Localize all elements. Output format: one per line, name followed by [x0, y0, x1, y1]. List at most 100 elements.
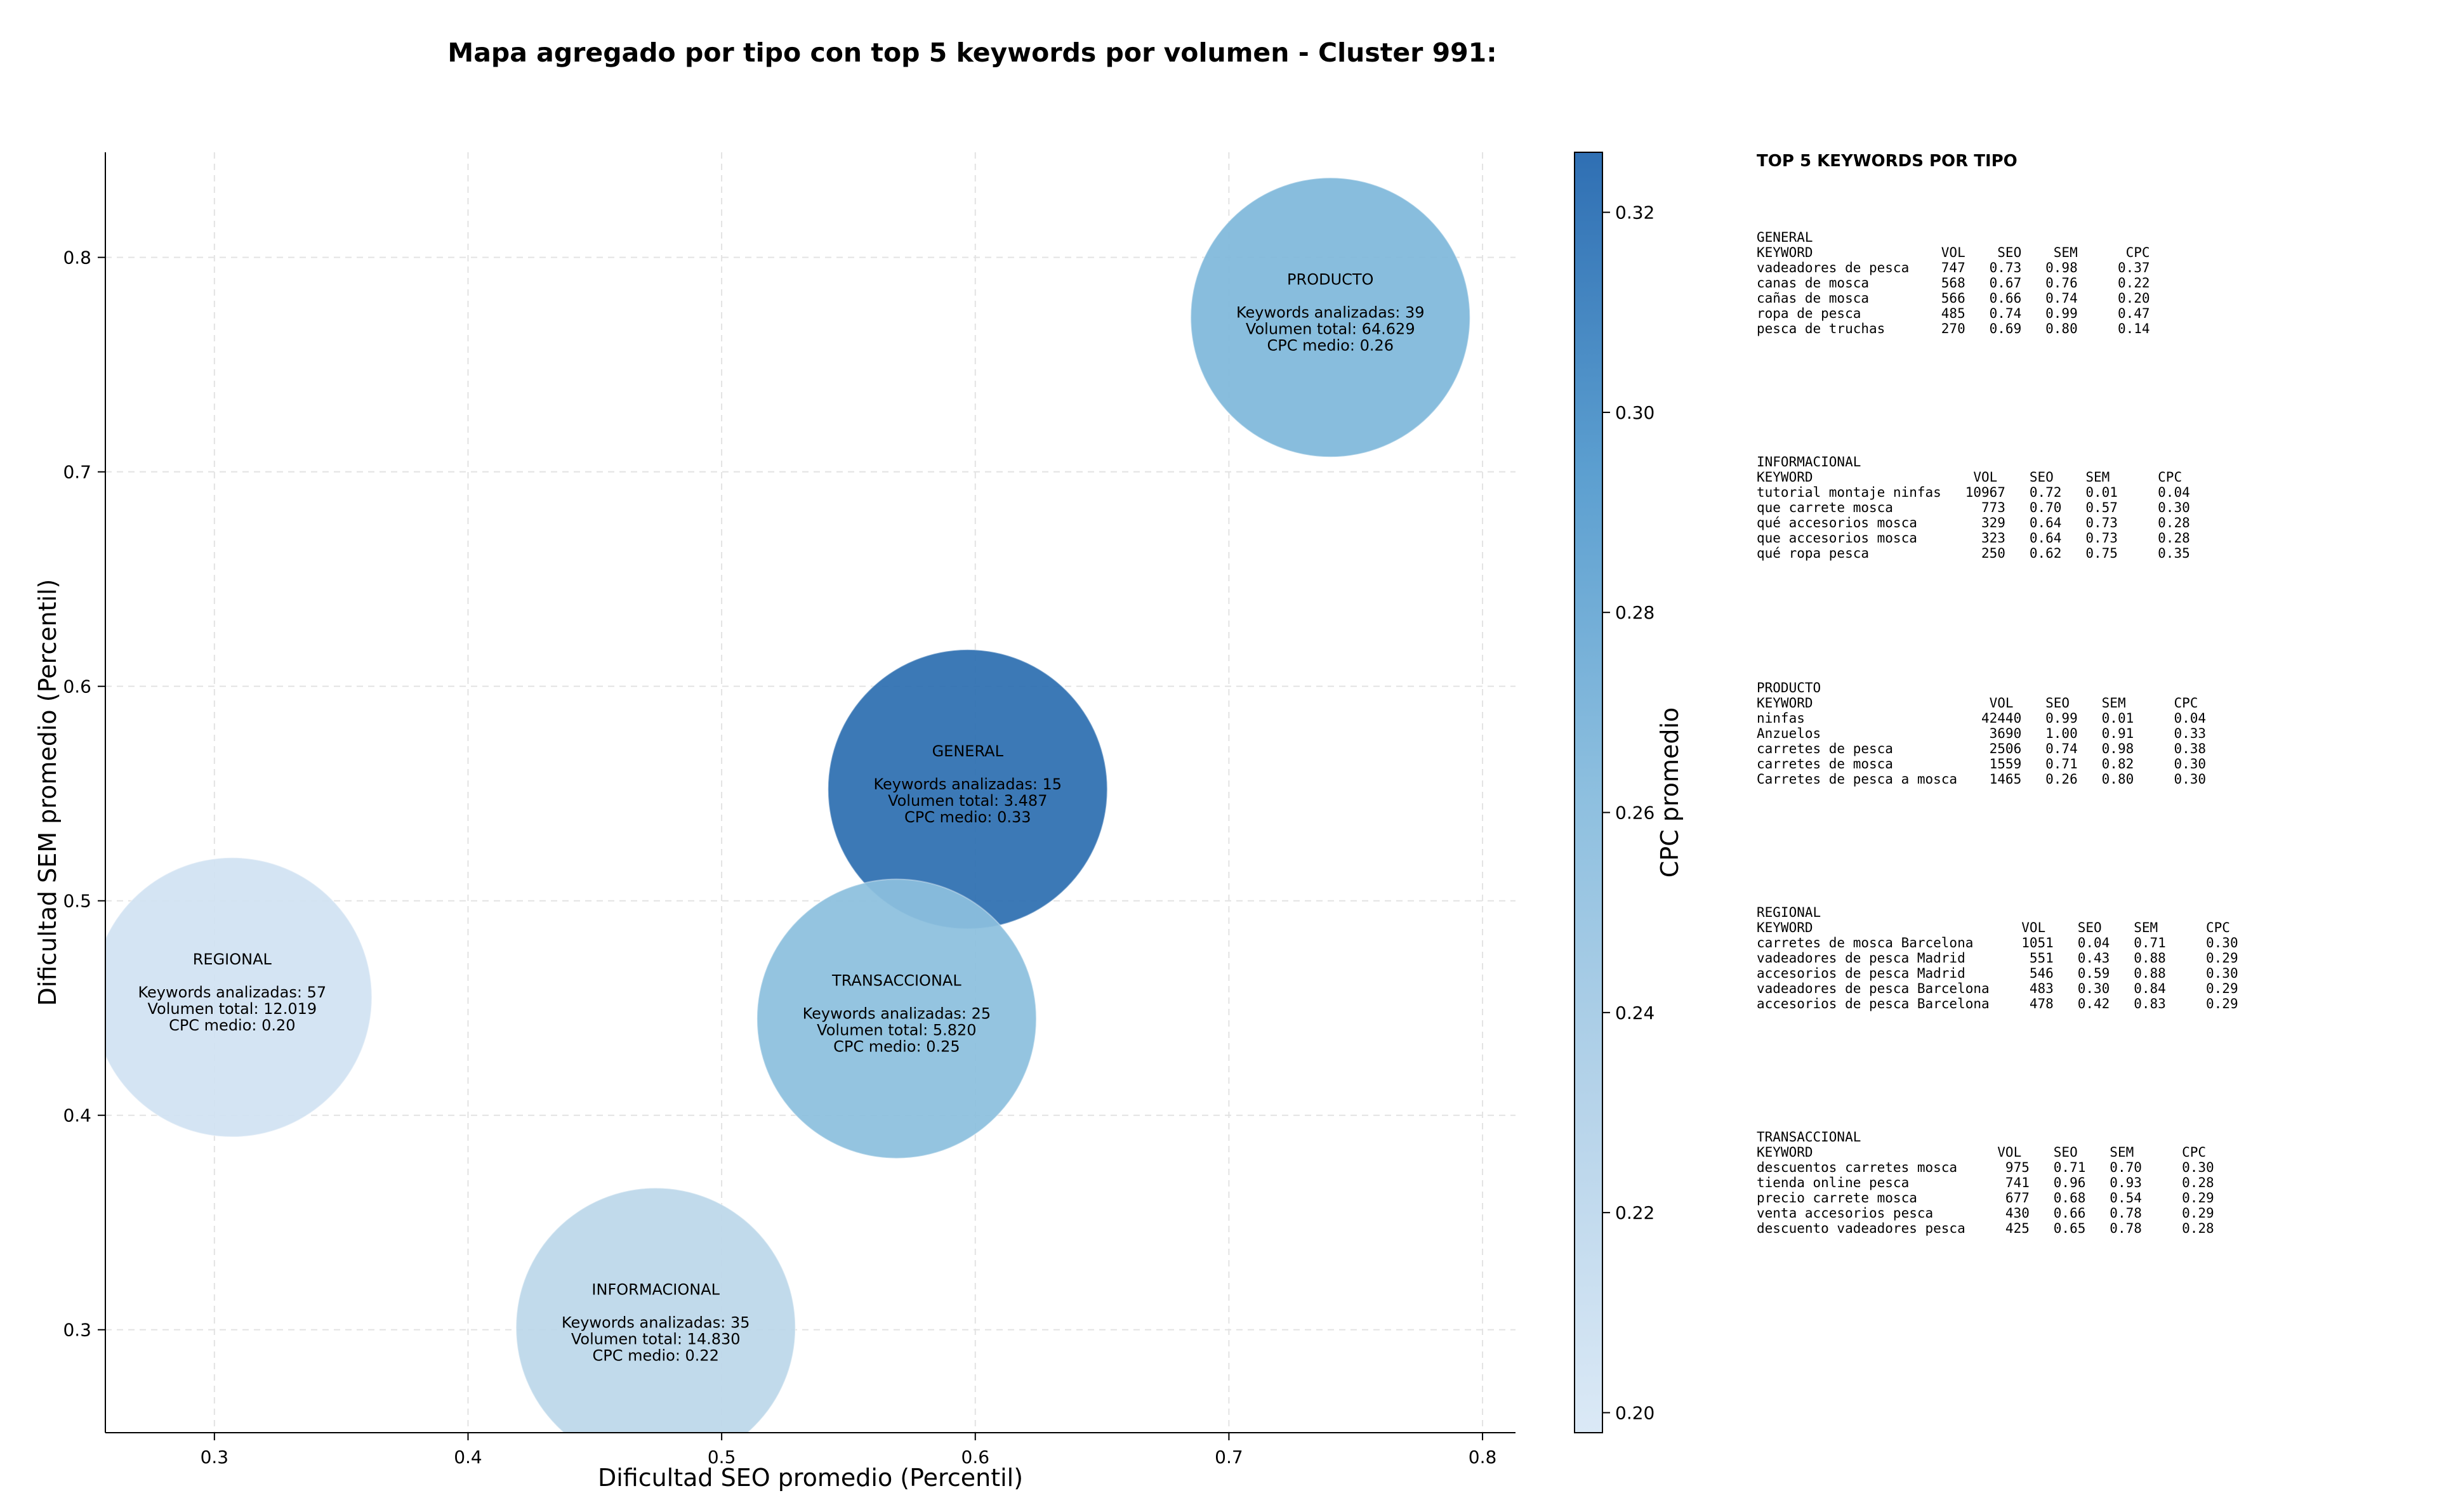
bubble-detail: CPC medio: 0.20	[169, 1016, 296, 1034]
keyword-block-heading: TRANSACCIONAL	[1757, 1129, 1861, 1145]
bubble-circle	[515, 1187, 796, 1433]
keyword-panel: TOP 5 KEYWORDS POR TIPO GENERAL KEYWORD V…	[1757, 150, 2423, 1355]
colorbar-tick-label: 0.24	[1615, 1003, 1654, 1023]
y-ticks: 0.3 0.4 0.5 0.6 0.7 0.8	[63, 247, 105, 1341]
colorbar-ticks: 0.20 0.22 0.24 0.26 0.28 0.30 0.32	[1602, 202, 1654, 1423]
bubble-detail: Volumen total: 14.830	[571, 1330, 741, 1348]
y-axis-label: Dificultad SEM promedio (Percentil)	[34, 579, 62, 1006]
y-tick-label: 0.5	[63, 891, 91, 912]
colorbar	[1574, 152, 1603, 1433]
keyword-row: Carretes de pesca a mosca 1465 0.26 0.80…	[1757, 772, 2207, 787]
bubble-circle	[756, 878, 1037, 1159]
keyword-row: qué ropa pesca 250 0.62 0.75 0.35	[1757, 546, 2190, 561]
keyword-table-header: KEYWORD VOL SEO SEM CPC	[1757, 920, 2230, 935]
keyword-block-heading: GENERAL	[1757, 230, 1813, 245]
bubble-detail: Volumen total: 3.487	[888, 792, 1047, 810]
bubble-label: PRODUCTO	[1287, 270, 1373, 288]
keyword-row: carretes de pesca 2506 0.74 0.98 0.38	[1757, 741, 2207, 756]
bubble-detail: Keywords analizadas: 57	[138, 983, 327, 1001]
colorbar-tick-label: 0.28	[1615, 602, 1654, 623]
panel-title: TOP 5 KEYWORDS POR TIPO	[1757, 152, 2018, 171]
keyword-row: vadeadores de pesca 747 0.73 0.98 0.37	[1757, 260, 2150, 275]
bubble-detail: CPC medio: 0.26	[1267, 336, 1394, 354]
keyword-table-header: KEYWORD VOL SEO SEM CPC	[1757, 470, 2183, 485]
keyword-table-header: KEYWORD VOL SEO SEM CPC	[1757, 245, 2150, 260]
x-tick-label: 0.4	[454, 1447, 482, 1468]
keyword-row: pesca de truchas 270 0.69 0.80 0.14	[1757, 321, 2150, 336]
keyword-row: descuentos carretes mosca 975 0.71 0.70 …	[1757, 1160, 2214, 1175]
colorbar-tick-label: 0.20	[1615, 1402, 1654, 1423]
keyword-block: TRANSACCIONAL KEYWORD VOL SEO SEM CPC desc…	[1757, 1129, 2423, 1236]
x-ticks: 0.3 0.4 0.5 0.6 0.7 0.8	[201, 1433, 1497, 1468]
x-tick-label: 0.5	[708, 1447, 736, 1468]
keyword-row: qué accesorios mosca 329 0.64 0.73 0.28	[1757, 515, 2190, 530]
bubble-detail: Volumen total: 64.629	[1246, 320, 1415, 338]
keyword-row: vadeadores de pesca Madrid 551 0.43 0.88…	[1757, 950, 2238, 966]
bubble-detail: Volumen total: 12.019	[147, 1000, 317, 1018]
bubble-detail: CPC medio: 0.25	[833, 1038, 960, 1056]
x-axis-label: Dificultad SEO promedio (Percentil)	[598, 1464, 1023, 1492]
keyword-row: canas de mosca 568 0.67 0.76 0.22	[1757, 275, 2150, 291]
colorbar-tick-label: 0.26	[1615, 803, 1654, 824]
bubble-circle	[105, 857, 373, 1138]
y-tick-label: 0.6	[63, 676, 91, 697]
keyword-block: REGIONAL KEYWORD VOL SEO SEM CPC carretes …	[1757, 905, 2423, 1011]
keyword-row: tienda online pesca 741 0.96 0.93 0.28	[1757, 1175, 2214, 1190]
colorbar-tick-label: 0.30	[1615, 402, 1654, 423]
bubble-label: TRANSACCIONAL	[831, 972, 961, 990]
keyword-table-header: KEYWORD VOL SEO SEM CPC	[1757, 1145, 2207, 1160]
chart-title: Mapa agregado por tipo con top 5 keyword…	[447, 37, 1496, 68]
colorbar-tick-label: 0.22	[1615, 1202, 1654, 1223]
colorbar-tick-label: 0.32	[1615, 202, 1654, 223]
x-tick-label: 0.3	[201, 1447, 229, 1468]
bubble-transaccional: TRANSACCIONAL Keywords analizadas: 25Volu…	[756, 878, 1037, 1159]
keyword-row: carretes de mosca Barcelona 1051 0.04 0.…	[1757, 935, 2238, 950]
keyword-row: accesorios de pesca Madrid 546 0.59 0.88…	[1757, 966, 2238, 981]
keyword-block: INFORMACIONAL KEYWORD VOL SEO SEM CPC tuto…	[1757, 454, 2423, 561]
bubble-detail: CPC medio: 0.22	[592, 1346, 719, 1364]
colorbar-label: CPC promedio	[1656, 707, 1684, 878]
y-tick-label: 0.4	[63, 1105, 91, 1126]
bubble-label: GENERAL	[932, 742, 1004, 760]
x-tick-label: 0.6	[961, 1447, 990, 1468]
y-tick-label: 0.7	[63, 462, 91, 483]
x-tick-label: 0.7	[1215, 1447, 1243, 1468]
keyword-block: GENERAL KEYWORD VOL SEO SEM CPC vadeadores…	[1757, 230, 2423, 336]
bubble-circle	[1190, 177, 1471, 458]
bubble-detail: Keywords analizadas: 35	[562, 1313, 750, 1331]
keyword-row: precio carrete mosca 677 0.68 0.54 0.29	[1757, 1190, 2214, 1206]
keyword-row: tutorial montaje ninfas 10967 0.72 0.01 …	[1757, 485, 2190, 500]
bubble-label: REGIONAL	[193, 950, 272, 968]
bubble-detail: Volumen total: 5.820	[817, 1022, 976, 1039]
keyword-block-heading: PRODUCTO	[1757, 680, 1821, 695]
y-tick-label: 0.8	[63, 247, 91, 268]
keyword-row: accesorios de pesca Barcelona 478 0.42 0…	[1757, 996, 2238, 1011]
keyword-row: cañas de mosca 566 0.66 0.74 0.20	[1757, 291, 2150, 306]
keyword-row: ropa de pesca 485 0.74 0.99 0.47	[1757, 306, 2150, 321]
x-tick-label: 0.8	[1469, 1447, 1497, 1468]
bubble-detail: Keywords analizadas: 15	[873, 775, 1062, 793]
keyword-table-header: KEYWORD VOL SEO SEM CPC	[1757, 695, 2198, 711]
bubble-detail: CPC medio: 0.33	[904, 808, 1031, 826]
bubble-detail: Keywords analizadas: 25	[803, 1005, 991, 1023]
keyword-block: PRODUCTO KEYWORD VOL SEO SEM CPC ninfas 42…	[1757, 680, 2423, 787]
keyword-row: carretes de mosca 1559 0.71 0.82 0.30	[1757, 756, 2207, 772]
bubble-label: INFORMACIONAL	[591, 1280, 720, 1298]
y-tick-label: 0.3	[63, 1320, 91, 1341]
keyword-row: que carrete mosca 773 0.70 0.57 0.30	[1757, 500, 2190, 515]
keyword-row: que accesorios mosca 323 0.64 0.73 0.28	[1757, 530, 2190, 546]
keyword-row: venta accesorios pesca 430 0.66 0.78 0.2…	[1757, 1206, 2214, 1221]
keyword-row: Anzuelos 3690 1.00 0.91 0.33	[1757, 726, 2207, 741]
keyword-block-heading: INFORMACIONAL	[1757, 454, 1861, 470]
bubble-detail: Keywords analizadas: 39	[1236, 303, 1425, 321]
keyword-row: vadeadores de pesca Barcelona 483 0.30 0…	[1757, 981, 2238, 996]
keyword-row: descuento vadeadores pesca 425 0.65 0.78…	[1757, 1221, 2214, 1236]
keyword-block-heading: REGIONAL	[1757, 905, 1821, 920]
bubble-informacional: INFORMACIONAL Keywords analizadas: 35Volu…	[515, 1187, 796, 1433]
keyword-row: ninfas 42440 0.99 0.01 0.04	[1757, 711, 2207, 726]
